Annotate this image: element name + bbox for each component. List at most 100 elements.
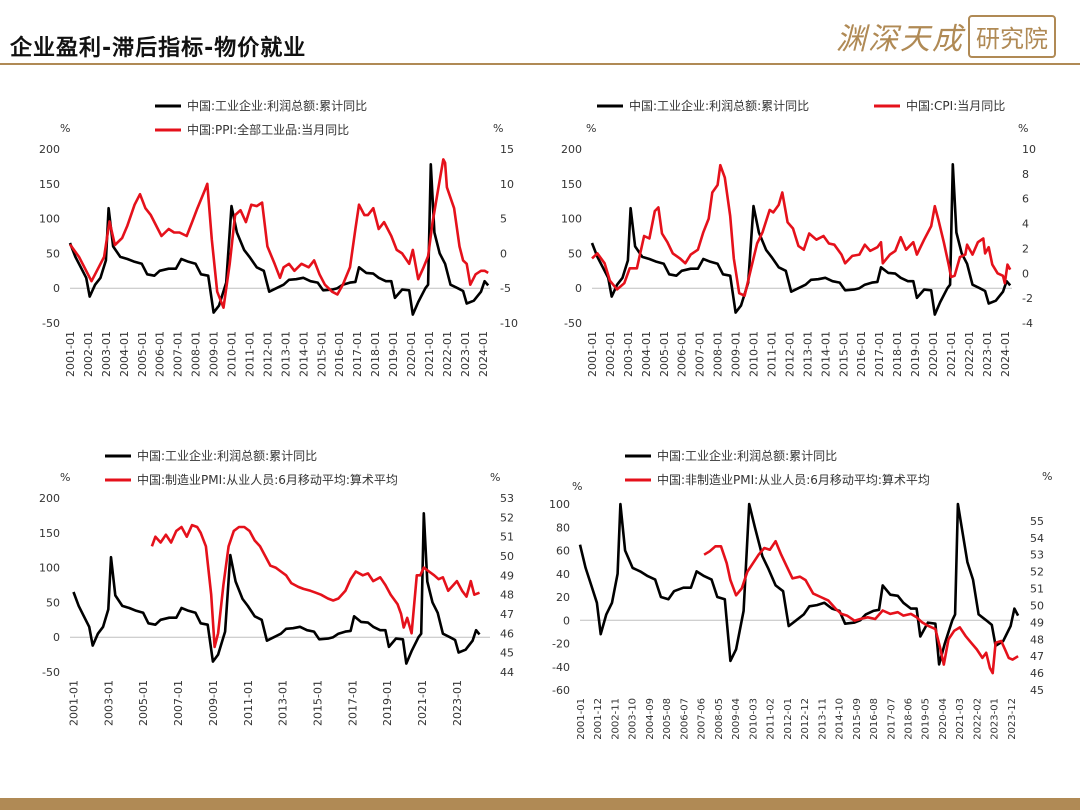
x-tick-label: 2013-11 [817, 698, 828, 740]
x-tick-label: 2006-07 [679, 698, 690, 740]
left-tick-label: 150 [39, 527, 60, 540]
x-tick-label: 2010-03 [748, 698, 759, 740]
legend-label: 中国:工业企业:利润总额:累计同比 [657, 448, 837, 463]
x-tick-label: 2023-12 [1007, 698, 1018, 740]
right-tick-label: -10 [500, 317, 518, 330]
x-tick-label: 2016-01 [333, 331, 346, 377]
x-tick-label: 2005-08 [662, 698, 673, 740]
x-tick-label: 2007-01 [172, 680, 185, 726]
right-tick-label: 52 [500, 511, 514, 524]
series-line-profit [68, 163, 490, 316]
legend-label: 中国:工业企业:利润总额:累计同比 [137, 448, 317, 463]
x-tick-label: 2003-10 [628, 698, 639, 740]
x-tick-label: 2006-01 [676, 331, 689, 377]
legend-label: 中国:工业企业:利润总额:累计同比 [629, 98, 809, 113]
right-tick-label: 53 [500, 492, 514, 505]
x-tick-label: 2022-01 [441, 331, 454, 377]
x-tick-label: 2015-01 [315, 331, 328, 377]
x-tick-label: 2014-01 [819, 331, 832, 377]
right-tick-label: 51 [500, 531, 514, 544]
right-tick-label: -4 [1022, 317, 1033, 330]
x-tick-label: 2021-01 [423, 331, 436, 377]
series-line-indicator [591, 163, 1012, 297]
x-tick-label: 2010-01 [748, 331, 761, 377]
legend-label: 中国:CPI:当月同比 [906, 98, 1005, 113]
right-tick-label: 48 [1030, 633, 1044, 646]
footer-bar [0, 798, 1080, 810]
left-tick-label: 100 [39, 562, 60, 575]
x-tick-label: 2013-01 [801, 331, 814, 377]
x-tick-label: 2012-01 [261, 331, 274, 377]
x-tick-label: 2012-12 [800, 698, 811, 740]
right-tick-label: -5 [500, 282, 511, 295]
right-tick-label: 49 [500, 569, 514, 582]
x-tick-label: 2002-01 [82, 331, 95, 377]
x-tick-label: 2006-01 [154, 331, 167, 377]
x-tick-label: 2003-01 [622, 331, 635, 377]
x-tick-label: 2011-01 [765, 331, 778, 377]
right-axis-unit: % [1018, 122, 1028, 135]
right-tick-label: 47 [500, 608, 514, 621]
right-tick-label: 52 [1030, 566, 1044, 579]
right-tick-label: 50 [500, 550, 514, 563]
left-tick-label: -20 [552, 638, 570, 651]
series-line-profit [590, 163, 1012, 316]
x-tick-label: 2009-01 [208, 331, 221, 377]
x-tick-label: 2018-06 [903, 698, 914, 740]
x-tick-label: 2004-01 [640, 331, 653, 377]
x-tick-label: 2015-01 [837, 331, 850, 377]
right-tick-label: 47 [1030, 650, 1044, 663]
left-tick-label: -60 [552, 684, 570, 697]
x-tick-label: 2010-01 [226, 331, 239, 377]
left-axis-unit: % [586, 122, 596, 135]
right-tick-label: 46 [500, 627, 514, 640]
x-tick-label: 2020-04 [938, 698, 949, 740]
x-tick-label: 2017-07 [886, 698, 897, 740]
legend-label: 中国:制造业PMI:从业人员:6月移动平均:算术平均 [137, 472, 398, 487]
x-tick-label: 2018-01 [891, 331, 904, 377]
right-tick-label: 55 [1030, 515, 1044, 528]
right-tick-label: 50 [1030, 599, 1044, 612]
x-tick-label: 2001-01 [586, 331, 599, 377]
page-title: 企业盈利-滞后指标-物价就业 [10, 36, 307, 61]
left-tick-label: 100 [549, 498, 570, 511]
x-tick-label: 2007-06 [697, 698, 708, 740]
right-tick-label: 10 [1022, 143, 1036, 156]
right-tick-label: 51 [1030, 583, 1044, 596]
x-tick-label: 2009-01 [730, 331, 743, 377]
left-axis-unit: % [60, 122, 70, 135]
x-tick-label: 2018-01 [369, 331, 382, 377]
right-tick-label: 45 [1030, 684, 1044, 697]
x-tick-label: 2001-01 [64, 331, 77, 377]
x-tick-label: 2001-12 [593, 698, 604, 740]
left-tick-label: 0 [575, 282, 582, 295]
x-tick-label: 2001-01 [576, 698, 587, 740]
left-tick-label: -50 [42, 666, 60, 679]
series-line-profit [72, 511, 481, 665]
x-tick-label: 2012-01 [783, 331, 796, 377]
x-tick-label: 2013-01 [279, 331, 292, 377]
x-tick-label: 2022-01 [963, 331, 976, 377]
x-tick-label: 2024-01 [477, 331, 490, 377]
right-tick-label: 53 [1030, 549, 1044, 562]
x-tick-label: 2009-04 [731, 698, 742, 740]
chart-profit-vs-manufacturing-pmi-employment: % % -50 0 50 100 150 200 44 45 46 47 48 49 50 51 52 53 200… [39, 448, 514, 726]
left-tick-label: 80 [556, 521, 570, 534]
right-tick-label: 15 [500, 143, 514, 156]
x-tick-label: 2019-01 [387, 331, 400, 377]
right-tick-label: -2 [1022, 292, 1033, 305]
header-divider [0, 63, 1080, 65]
x-tick-label: 2017-01 [351, 331, 364, 377]
x-tick-label: 2023-01 [981, 331, 994, 377]
x-tick-label: 2021-03 [955, 698, 966, 740]
logo-text: 渊深天成 [836, 22, 964, 57]
x-tick-label: 2021-01 [416, 680, 429, 726]
left-tick-label: 200 [39, 492, 60, 505]
x-tick-label: 2001-01 [67, 680, 80, 726]
x-tick-label: 2022-02 [972, 698, 983, 740]
right-axis-unit: % [490, 471, 500, 484]
left-tick-label: 200 [39, 143, 60, 156]
x-tick-label: 2012-01 [783, 698, 794, 740]
x-tick-label: 2008-05 [714, 698, 725, 740]
